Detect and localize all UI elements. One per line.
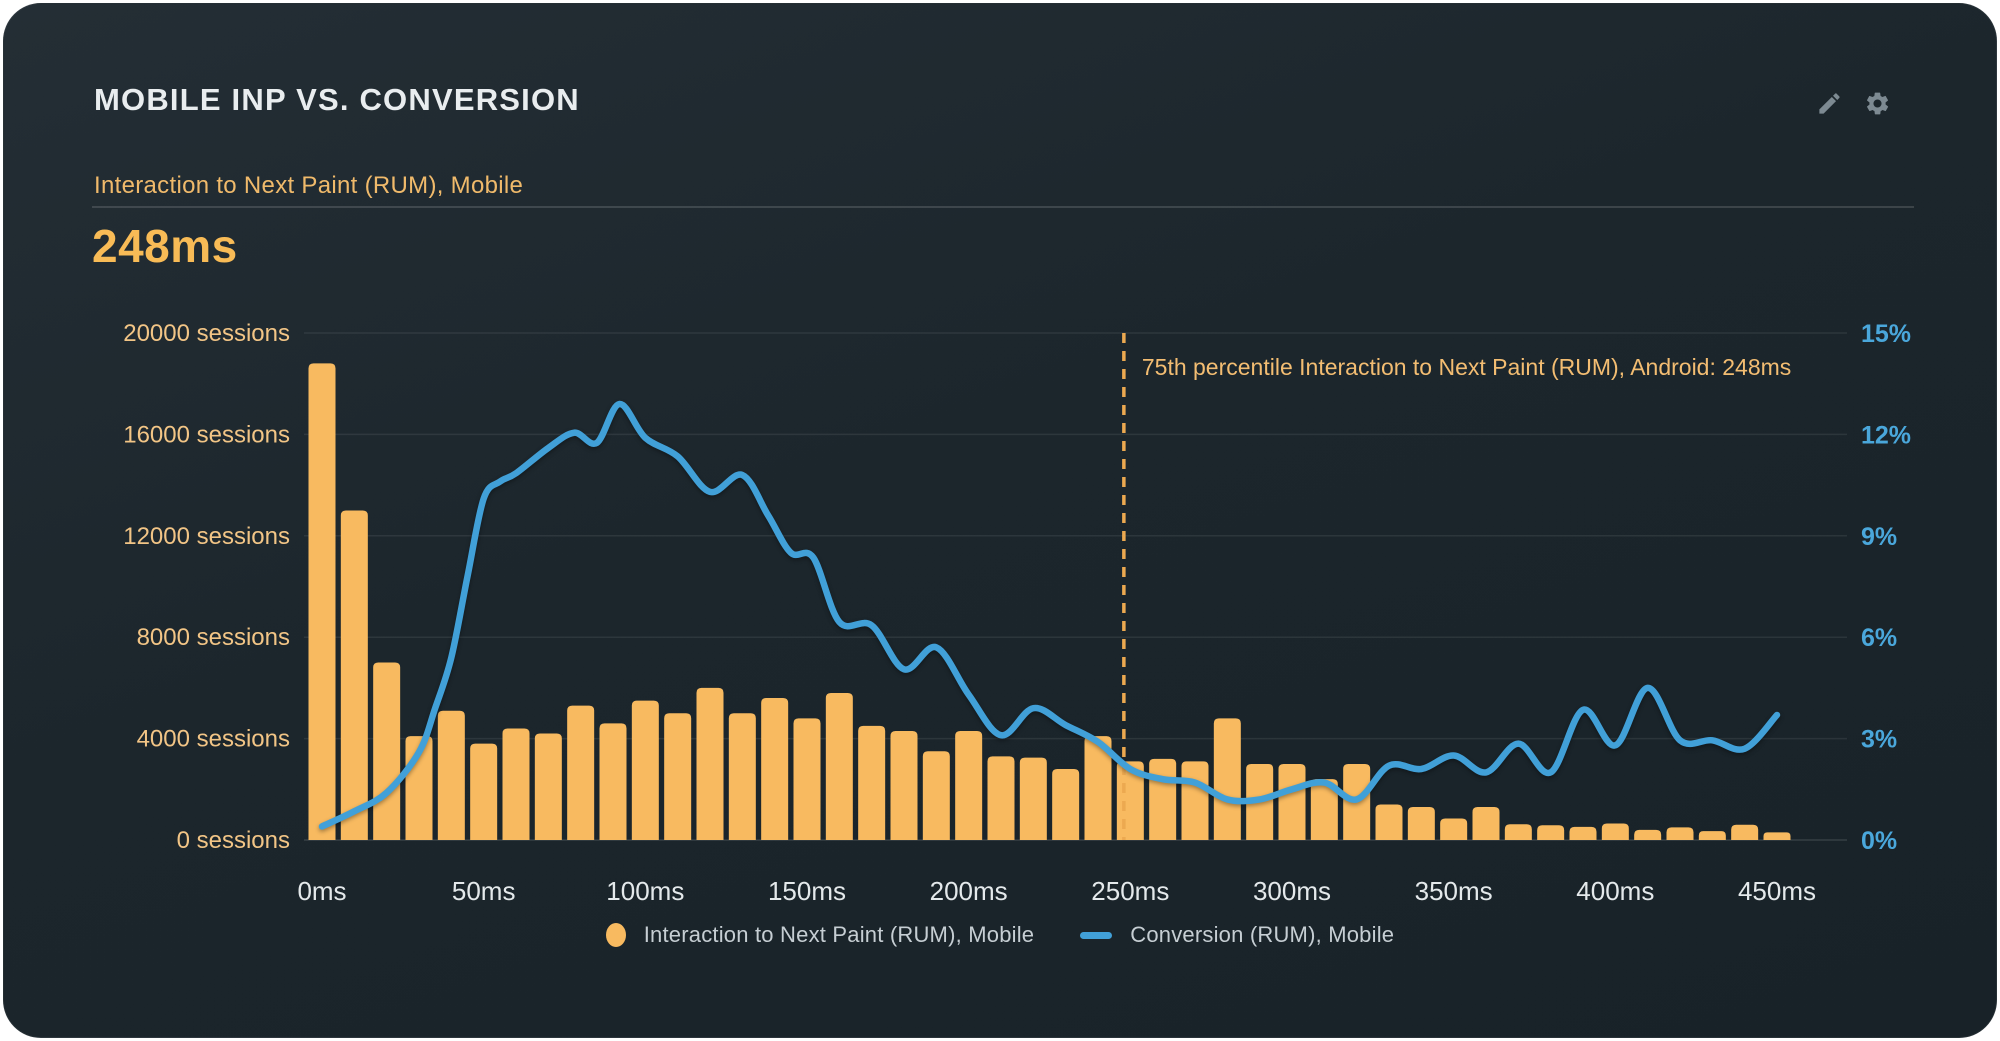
histogram-bar xyxy=(1181,761,1209,840)
y-axis-left-label: 8000 sessions xyxy=(137,624,290,651)
y-axis-right-label: 15% xyxy=(1861,320,1911,348)
x-axis-label: 100ms xyxy=(606,876,684,906)
y-axis-right-label: 6% xyxy=(1861,624,1897,652)
histogram-bar xyxy=(728,713,756,840)
x-axis-label: 300ms xyxy=(1253,876,1331,906)
conversion-line xyxy=(318,400,1781,830)
y-axis-right-label: 0% xyxy=(1861,827,1897,855)
y-axis-left-label: 12000 sessions xyxy=(123,523,290,550)
chart-legend: Interaction to Next Paint (RUM), Mobile … xyxy=(4,912,1996,958)
histogram-bar xyxy=(1213,718,1241,840)
histogram-bar xyxy=(1537,825,1565,840)
histogram-bar xyxy=(793,718,821,840)
y-axis-right-label: 3% xyxy=(1861,726,1897,754)
histogram-bar xyxy=(437,710,465,840)
histogram-bar xyxy=(1149,758,1177,840)
histogram-bar xyxy=(1019,757,1047,840)
histogram-bar xyxy=(1084,736,1112,840)
histogram-bar xyxy=(567,705,595,840)
x-axis-label: 350ms xyxy=(1415,876,1493,906)
histogram-bar xyxy=(308,363,336,840)
histogram-bar xyxy=(534,733,562,840)
x-axis-label: 450ms xyxy=(1738,876,1816,906)
settings-button[interactable] xyxy=(1862,88,1892,118)
histogram-bar xyxy=(761,698,789,840)
x-axis-label: 150ms xyxy=(768,876,846,906)
y-axis-left-label: 20000 sessions xyxy=(123,320,290,347)
histogram-bar xyxy=(664,713,692,840)
histogram-bar xyxy=(696,687,724,840)
legend-line-label: Conversion (RUM), Mobile xyxy=(1130,922,1395,947)
pencil-icon xyxy=(1816,90,1843,117)
histogram-bar xyxy=(1698,831,1726,840)
x-axis-label: 400ms xyxy=(1576,876,1654,906)
metric-label: Interaction to Next Paint (RUM), Mobile xyxy=(94,172,524,199)
histogram-bar xyxy=(1504,824,1532,840)
histogram-bar xyxy=(470,743,498,840)
legend-bar-marker xyxy=(605,923,626,947)
histogram-bar xyxy=(1278,763,1306,840)
legend-bar-label: Interaction to Next Paint (RUM), Mobile xyxy=(643,922,1035,947)
histogram-bar xyxy=(340,510,368,840)
y-axis-right-label: 12% xyxy=(1861,421,1911,449)
divider xyxy=(92,206,1914,208)
histogram-bar xyxy=(1472,807,1500,840)
histogram-bar xyxy=(922,751,950,840)
y-axis-right-label: 9% xyxy=(1861,523,1897,551)
percentile-annotation: 75th percentile Interaction to Next Pain… xyxy=(1142,354,1791,380)
histogram-bar xyxy=(1731,824,1759,840)
page-title: MOBILE INP VS. CONVERSION xyxy=(94,82,580,117)
histogram-bar xyxy=(631,700,659,840)
histogram-bar xyxy=(1375,804,1403,840)
histogram-bar xyxy=(1666,827,1694,840)
y-axis-left-label: 16000 sessions xyxy=(123,421,290,448)
metric-value: 248ms xyxy=(92,220,238,272)
inp-conversion-chart: 20000 sessions 16000 sessions 12000 sessio… xyxy=(123,320,1911,906)
gear-icon xyxy=(1864,90,1891,117)
edit-button[interactable] xyxy=(1814,88,1844,118)
histogram-bar xyxy=(1310,779,1338,840)
histogram-bar xyxy=(599,723,627,840)
y-axis-left-label: 4000 sessions xyxy=(137,726,290,753)
chart-card: MOBILE INP VS. CONVERSION Interaction to… xyxy=(3,3,1997,1038)
x-axis-label: 200ms xyxy=(930,876,1008,906)
histogram-bar xyxy=(1601,823,1629,840)
histogram-bar xyxy=(987,756,1015,840)
histogram-bar xyxy=(1634,829,1662,840)
histogram-bar xyxy=(890,730,918,840)
y-axis-left-label: 0 sessions xyxy=(177,827,290,854)
histogram-bar xyxy=(955,730,983,840)
legend-line-marker xyxy=(1080,931,1113,939)
histogram-bar xyxy=(825,692,853,840)
card-actions xyxy=(1814,88,1892,118)
histogram-bar xyxy=(858,725,886,840)
x-axis-label: 0ms xyxy=(297,876,346,906)
x-axis-label: 50ms xyxy=(452,876,516,906)
histogram-bar xyxy=(373,662,401,840)
histogram-bar xyxy=(1440,818,1468,840)
histogram-bar xyxy=(1569,826,1597,840)
histogram-bar xyxy=(1763,832,1791,840)
histogram-bar xyxy=(1052,769,1080,840)
x-axis-label: 250ms xyxy=(1091,876,1169,906)
histogram-bar xyxy=(502,728,530,840)
histogram-bar xyxy=(1407,807,1435,840)
